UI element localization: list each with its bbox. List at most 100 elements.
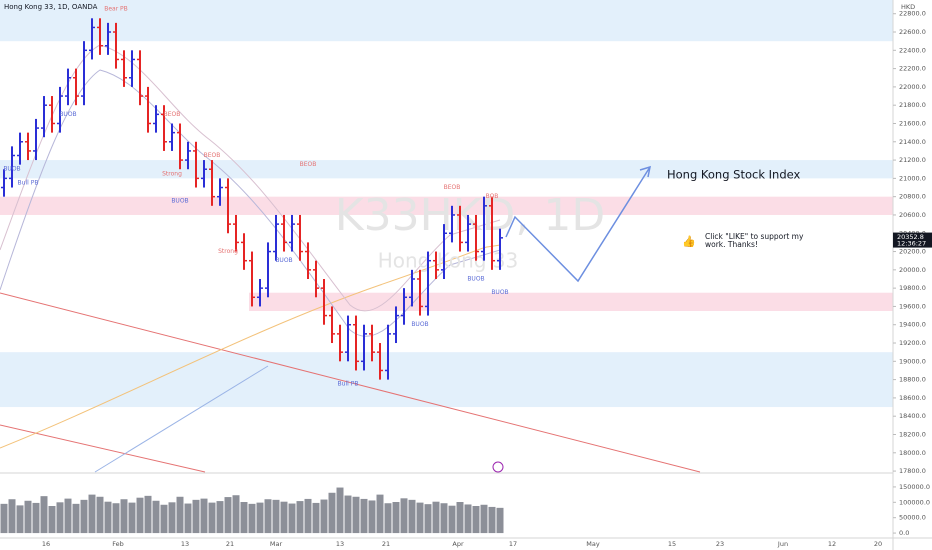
y-tick-label: 19200.0 xyxy=(899,339,926,347)
x-tick-label: May xyxy=(586,540,600,548)
signal-label: Bull PB xyxy=(18,179,39,186)
volume-bar xyxy=(248,503,256,534)
signal-label: Strong xyxy=(162,170,182,177)
volume-bar xyxy=(448,505,456,534)
volume-bar xyxy=(256,502,264,534)
signal-label: BEOB xyxy=(164,111,181,118)
volume-bar xyxy=(32,502,40,534)
y2-tick-label: 100000.0 xyxy=(899,498,930,506)
y-tick-label: 18600.0 xyxy=(899,394,926,402)
zone xyxy=(0,196,893,215)
volume-bar xyxy=(16,505,24,534)
signal-label: Strong xyxy=(218,248,238,255)
volume-bar xyxy=(72,503,80,534)
band-line xyxy=(0,69,501,337)
projection-head xyxy=(639,165,651,178)
y-tick-label: 19000.0 xyxy=(899,357,926,365)
trendline xyxy=(0,292,701,473)
volume-bar xyxy=(192,499,200,534)
band-line xyxy=(0,44,501,312)
x-tick-label: 13 xyxy=(181,540,189,548)
zone xyxy=(0,160,893,179)
volume-bar xyxy=(144,495,152,534)
zone xyxy=(0,0,893,42)
signal-label: BUOB xyxy=(467,275,484,282)
y-tick-label: 18800.0 xyxy=(899,376,926,384)
bars: BUOB Bull PB BUOB Bear PB BEOB Strong BUOB BEOB… xyxy=(0,6,509,534)
x-tick-label: Jun xyxy=(777,540,788,548)
volume-bar xyxy=(360,498,368,534)
y-tick-label: 18200.0 xyxy=(899,430,926,438)
y-tick-label: 21200.0 xyxy=(899,156,926,164)
volume-bar xyxy=(80,499,88,534)
volume-bar xyxy=(312,502,320,534)
x-tick-label: Apr xyxy=(452,540,464,548)
volume-bar xyxy=(272,499,280,534)
volume-bar xyxy=(288,503,296,534)
watermark: K33HKD, 1D xyxy=(335,190,606,241)
signal-label: BUOB xyxy=(59,111,76,118)
signal-label: BUOB xyxy=(491,289,508,296)
y-tick-label: 17800.0 xyxy=(899,467,926,475)
y2-tick-label: 0.0 xyxy=(899,529,909,537)
y-tick-label: 21800.0 xyxy=(899,101,926,109)
volume-bar xyxy=(8,499,16,534)
zone xyxy=(0,352,893,408)
volume-bar xyxy=(240,502,248,534)
y-tick-label: 21400.0 xyxy=(899,138,926,146)
volume-bar xyxy=(336,487,344,534)
volume-bar xyxy=(344,495,352,534)
y-tick-label: 20800.0 xyxy=(899,193,926,201)
chart-title: Hong Kong 33, 1D, OANDA xyxy=(4,3,98,11)
signal-label: Bull PB xyxy=(338,381,359,388)
volume-bar xyxy=(456,502,464,534)
annotation-title: Hong Kong Stock Index xyxy=(667,168,801,182)
x-tick-label: 17 xyxy=(509,540,517,548)
volume-bar xyxy=(296,501,304,534)
trendline xyxy=(0,424,206,473)
volume-bar xyxy=(232,495,240,534)
volume-bar xyxy=(184,503,192,534)
event-icon xyxy=(492,461,504,473)
signal-label: BOB xyxy=(486,193,499,200)
volume-bar xyxy=(216,501,224,534)
signal-label: Bear PB xyxy=(104,6,128,13)
y2-tick-label: 150000.0 xyxy=(899,483,930,491)
signal-label: BEOB xyxy=(300,161,317,168)
volume-bar xyxy=(472,506,480,534)
y-tick-label: 22800.0 xyxy=(899,10,926,18)
x-tick-label: 15 xyxy=(668,540,676,548)
y2-tick-label: 50000.0 xyxy=(899,514,926,522)
volume-bar xyxy=(208,502,216,534)
volume-bar xyxy=(464,504,472,534)
y-tick-label: 21600.0 xyxy=(899,119,926,127)
y-tick-label: 20600.0 xyxy=(899,211,926,219)
price-tag-label: 20352.8 xyxy=(897,233,924,241)
x-tick-label: Mar xyxy=(270,540,283,548)
volume-bar xyxy=(400,498,408,534)
volume-bar xyxy=(224,497,232,534)
volume-bar xyxy=(376,494,384,534)
y-tick-label: 19400.0 xyxy=(899,321,926,329)
volume-bar xyxy=(136,497,144,534)
thumb-icon: 👍 xyxy=(682,235,696,248)
volume-bar xyxy=(128,502,136,534)
signal-label: BUOB xyxy=(171,198,188,205)
trend-arrow xyxy=(94,365,269,473)
y-tick-label: 18400.0 xyxy=(899,412,926,420)
signal-label: BEOB xyxy=(204,152,221,159)
volume-bar xyxy=(120,499,128,534)
volume-bar xyxy=(88,494,96,534)
volume-bar xyxy=(112,503,120,534)
x-tick-label: 23 xyxy=(716,540,724,548)
axis: 17800.0 18000.0 18200.0 18400.0 18600.0 18800… xyxy=(42,10,932,548)
y-tick-label: 22400.0 xyxy=(899,46,926,54)
x-tick-label: 13 xyxy=(336,540,344,548)
signal-label: BEOB xyxy=(444,184,461,191)
y-tick-label: 20000.0 xyxy=(899,266,926,274)
x-tick-label: 16 xyxy=(42,540,50,548)
volume-bar xyxy=(264,499,272,534)
volume-bar xyxy=(160,504,168,534)
currency: HKD xyxy=(901,3,915,11)
